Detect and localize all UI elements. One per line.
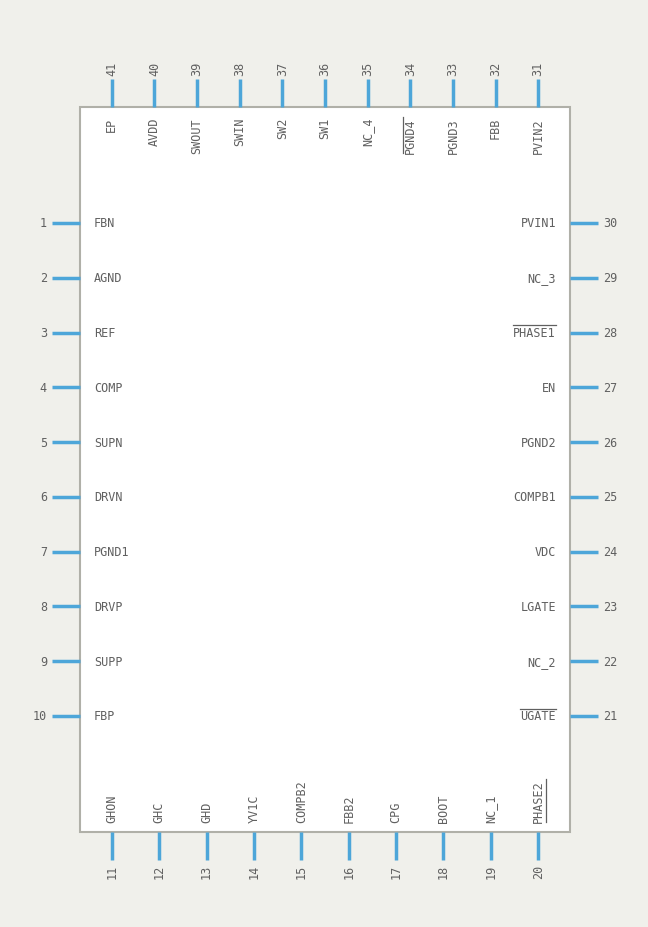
Text: 26: 26 [603,436,618,449]
Text: 25: 25 [603,491,618,504]
Text: GHD: GHD [200,801,213,822]
Text: 10: 10 [33,710,47,723]
Text: 19: 19 [484,864,497,878]
Text: 40: 40 [148,62,161,76]
Text: 15: 15 [295,864,308,878]
Text: 2: 2 [40,272,47,285]
Text: 6: 6 [40,491,47,504]
Text: PHASE2: PHASE2 [531,780,545,822]
Text: YV1C: YV1C [248,794,260,822]
Text: BOOT: BOOT [437,794,450,822]
Text: 36: 36 [319,62,332,76]
Text: PVIN2: PVIN2 [531,118,545,154]
Text: 9: 9 [40,655,47,668]
Text: COMP: COMP [94,381,122,394]
Text: 1: 1 [40,217,47,230]
Text: 27: 27 [603,381,618,394]
Text: SUPN: SUPN [94,436,122,449]
Text: 21: 21 [603,710,618,723]
Text: 38: 38 [233,62,246,76]
Text: 18: 18 [437,864,450,878]
Text: 31: 31 [531,62,545,76]
Text: FBB2: FBB2 [342,794,355,822]
Text: GHON: GHON [106,794,119,822]
Text: NC_4: NC_4 [361,118,374,146]
Text: 5: 5 [40,436,47,449]
Text: DRVP: DRVP [94,601,122,614]
Text: LGATE: LGATE [520,601,556,614]
Text: REF: REF [94,326,115,339]
Text: 37: 37 [276,62,289,76]
Text: 41: 41 [106,62,119,76]
Text: CPG: CPG [389,801,402,822]
Text: 11: 11 [106,864,119,878]
Text: 28: 28 [603,326,618,339]
Text: 33: 33 [446,62,459,76]
Text: SWIN: SWIN [233,118,246,146]
Text: PGND2: PGND2 [520,436,556,449]
Text: EN: EN [542,381,556,394]
Text: 12: 12 [153,864,166,878]
Text: 32: 32 [489,62,502,76]
Text: VDC: VDC [535,546,556,559]
Text: 14: 14 [248,864,260,878]
Text: 29: 29 [603,272,618,285]
Text: PHASE1: PHASE1 [513,326,556,339]
Text: 24: 24 [603,546,618,559]
Text: GHC: GHC [153,801,166,822]
Text: PGND3: PGND3 [446,118,459,154]
Text: PGND4: PGND4 [404,118,417,154]
Text: 3: 3 [40,326,47,339]
Text: NC_1: NC_1 [484,794,497,822]
Text: UGATE: UGATE [520,710,556,723]
Text: 8: 8 [40,601,47,614]
Text: 23: 23 [603,601,618,614]
Text: 22: 22 [603,655,618,668]
Text: PGND1: PGND1 [94,546,130,559]
Text: PVIN1: PVIN1 [520,217,556,230]
Text: 16: 16 [342,864,355,878]
Text: 17: 17 [389,864,402,878]
Bar [80,108,570,832]
Text: 7: 7 [40,546,47,559]
Text: FBN: FBN [94,217,115,230]
Text: 39: 39 [191,62,203,76]
Text: 13: 13 [200,864,213,878]
Text: NC_3: NC_3 [527,272,556,285]
Text: 34: 34 [404,62,417,76]
Text: AVDD: AVDD [148,118,161,146]
Text: SUPP: SUPP [94,655,122,668]
Text: DRVN: DRVN [94,491,122,504]
Text: SWOUT: SWOUT [191,118,203,154]
Text: FBB: FBB [489,118,502,139]
Text: 30: 30 [603,217,618,230]
Text: COMPB2: COMPB2 [295,780,308,822]
Text: EP: EP [106,118,119,133]
Text: AGND: AGND [94,272,122,285]
Text: SW1: SW1 [319,118,332,139]
Text: SW2: SW2 [276,118,289,139]
Text: FBP: FBP [94,710,115,723]
Text: 4: 4 [40,381,47,394]
Text: 35: 35 [361,62,374,76]
Text: 20: 20 [531,864,545,878]
Text: NC_2: NC_2 [527,655,556,668]
Text: COMPB1: COMPB1 [513,491,556,504]
